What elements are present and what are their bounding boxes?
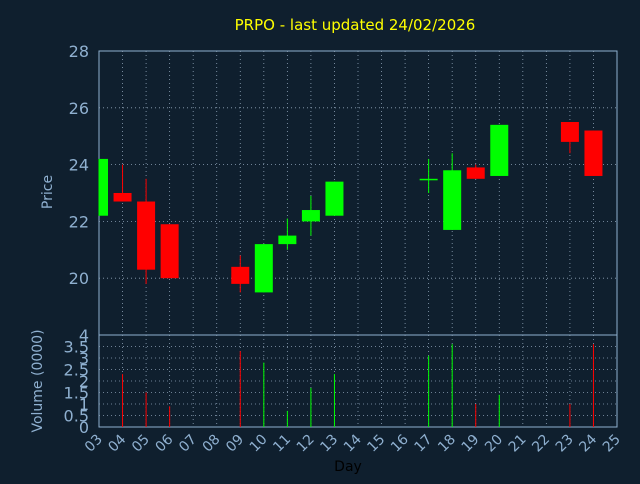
volume-tick-label: 4 (79, 326, 89, 345)
price-axis-label: Price (40, 175, 56, 209)
candle-body (443, 170, 462, 230)
candle-body (490, 124, 509, 176)
volume-tick-label: 0 (79, 418, 89, 437)
volume-tick-label: 2 (79, 372, 89, 391)
volume-tick-label: 1.5 (64, 384, 89, 403)
volume-tick-label: 0.5 (64, 407, 89, 426)
candle-body (325, 181, 344, 216)
candle-body (560, 122, 579, 142)
candle-body (137, 201, 156, 270)
volume-tick-label: 3 (79, 349, 89, 368)
candle-body (466, 167, 485, 179)
price-tick-label: 24 (69, 156, 89, 175)
plot-layer: 03 04 05 06 07 08 09 10 11 12 13 14 15 16 17 18 19 20 21 22… (64, 42, 624, 455)
volume-tick-label: 3.5 (64, 338, 89, 357)
candle-body (160, 224, 179, 279)
candle-body (231, 266, 250, 284)
price-tick-label: 26 (69, 99, 89, 118)
candle-body (99, 158, 108, 216)
volume-tick-label: 1 (79, 395, 89, 414)
candle-body (301, 210, 320, 222)
volume-axis-label: Volume (0000) (30, 329, 46, 432)
candle-body (254, 244, 273, 293)
price-tick-label: 20 (69, 269, 89, 288)
candle-body (113, 193, 132, 202)
volume-tick-label: 2.5 (64, 361, 89, 380)
candle-body (278, 235, 297, 245)
candle-body (584, 130, 603, 176)
x-axis-label: Day (334, 459, 362, 475)
price-tick-label: 22 (69, 212, 89, 231)
chart-title: PRPO - last updated 24/02/2026 (235, 16, 476, 34)
candle-body (419, 178, 438, 181)
price-tick-label: 28 (69, 42, 89, 61)
